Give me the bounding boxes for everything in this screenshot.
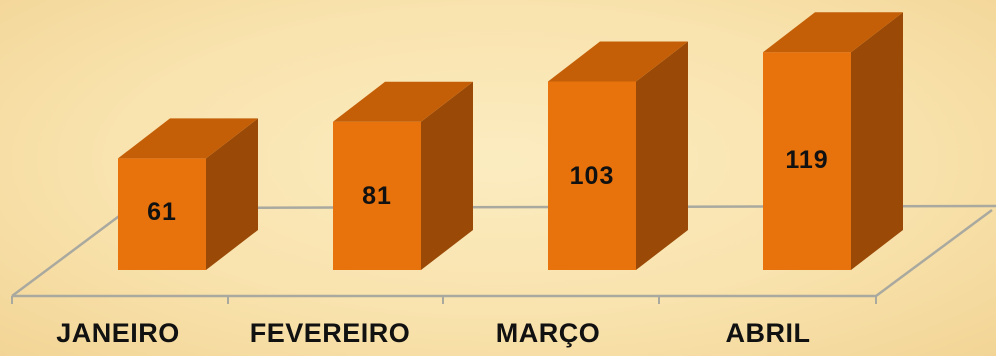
- bar-front: [333, 121, 421, 271]
- data-label: 119: [785, 146, 829, 174]
- bar-side: [206, 118, 258, 271]
- x-tick-label: MARÇO: [495, 318, 601, 348]
- bar-top: [763, 12, 903, 53]
- bar-side: [851, 12, 903, 270]
- bar-side: [421, 81, 473, 271]
- data-label: 61: [147, 198, 177, 226]
- bar-top: [548, 41, 688, 82]
- x-tick-label: ABRIL: [725, 318, 811, 348]
- bar-top: [333, 81, 473, 122]
- bar-front: [763, 52, 851, 271]
- data-label: 103: [569, 162, 615, 190]
- bar-side: [636, 41, 688, 271]
- bar-top: [118, 118, 258, 159]
- x-tick-label: FEVEREIRO: [249, 318, 411, 348]
- x-tick-label: JANEIRO: [56, 318, 180, 348]
- bar-front: [118, 158, 206, 270]
- bars-group: [118, 12, 903, 271]
- data-label: 81: [362, 182, 392, 210]
- bar-front: [548, 81, 636, 270]
